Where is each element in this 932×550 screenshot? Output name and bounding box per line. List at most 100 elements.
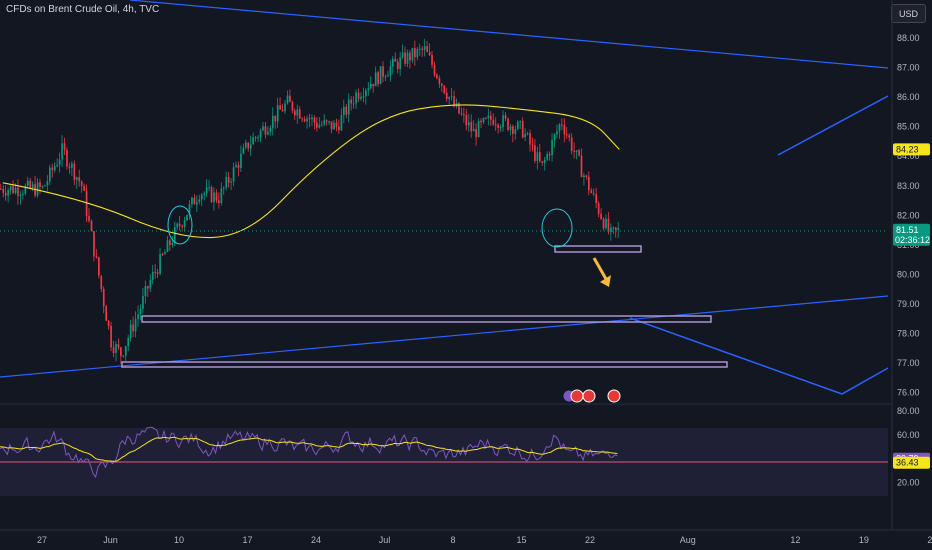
candle-body [183, 220, 186, 228]
candle-body [568, 135, 571, 138]
candle-body [159, 253, 161, 274]
candle-body [617, 228, 620, 230]
price-tick-label: 86.00 [897, 92, 920, 102]
candle-body [333, 122, 335, 130]
candle-body [208, 187, 210, 189]
candle-body [166, 240, 169, 253]
candle-body [298, 109, 301, 119]
price-tick-label: 87.00 [897, 63, 920, 73]
time-tick-label: 19 [859, 535, 869, 545]
candle-body [127, 337, 130, 347]
candle-body [178, 223, 181, 226]
candle-body [352, 103, 355, 105]
candle-body [330, 121, 333, 130]
candle-body [276, 105, 279, 122]
candle-body [387, 75, 389, 77]
zone-near-price[interactable] [554, 245, 642, 253]
candle-body [198, 199, 201, 202]
candle-body [90, 220, 93, 232]
candle-body [203, 193, 206, 195]
candle-body [29, 180, 32, 188]
candle-body [399, 57, 402, 70]
rsi-tick-label: 80.00 [897, 406, 920, 416]
candle-body [436, 74, 438, 78]
candle-body [213, 192, 215, 203]
candle-body [73, 163, 76, 180]
candle-body [416, 48, 419, 58]
candle-body [482, 118, 485, 123]
candle-body [249, 144, 252, 149]
candle-body [492, 119, 495, 125]
event-icons[interactable] [562, 389, 621, 403]
time-tick-label: 17 [242, 535, 252, 545]
candle-body [58, 159, 61, 165]
candle-body [271, 115, 274, 128]
candle-body [154, 271, 157, 273]
candle-body [546, 154, 549, 160]
candle-body [100, 275, 103, 289]
candle-body [66, 150, 68, 167]
candle-body [117, 344, 120, 348]
candle-body [41, 186, 44, 188]
projection-down-line[interactable] [629, 317, 889, 395]
candle-body [369, 83, 372, 89]
candle-body [497, 124, 500, 128]
candle-body [12, 186, 14, 194]
zone-middle[interactable] [141, 315, 712, 323]
candle-body [164, 252, 166, 255]
top-trendline[interactable] [129, 0, 889, 69]
candle-body [7, 190, 10, 196]
projection-up-line[interactable] [777, 95, 889, 156]
chart-title: CFDs on Brent Crude Oil, 4h, TVC [6, 4, 160, 15]
candle-body [46, 181, 49, 186]
bottom-trendline[interactable] [0, 295, 889, 378]
down-arrow[interactable] [592, 257, 611, 287]
candle-body [384, 76, 387, 78]
candle-body [607, 218, 610, 233]
candle-body [343, 106, 345, 116]
candle-body [112, 347, 115, 354]
candle-body [227, 176, 230, 183]
candle-body [499, 127, 502, 129]
highlight-circle-left[interactable] [167, 205, 193, 245]
time-axis[interactable]: 27 Jun 10 17 24 Jul 8 15 22 Aug 12 19 26 [37, 535, 932, 545]
candle-body [504, 115, 507, 119]
candle-body [107, 320, 110, 326]
zone-bottom[interactable] [121, 361, 728, 368]
highlight-circle-right[interactable] [541, 208, 573, 248]
candle-body [404, 52, 406, 64]
candle-body [516, 121, 519, 130]
candle-body [2, 188, 5, 193]
candle-body [254, 137, 257, 139]
time-tick-label: Aug [680, 535, 696, 545]
candle-body [556, 131, 558, 135]
candle-body [51, 167, 54, 171]
candle-body [502, 115, 504, 128]
candle-body [151, 271, 154, 280]
candle-body [374, 72, 377, 87]
candle-body [595, 193, 598, 204]
candle-body [561, 124, 563, 126]
time-tick-label: 15 [516, 535, 526, 545]
candle-body [421, 48, 424, 50]
candle-body [406, 52, 409, 64]
candle-body [438, 77, 441, 84]
candle-body [592, 192, 595, 194]
time-tick-label: 8 [450, 535, 455, 545]
candle-body [14, 187, 17, 194]
candle-body [477, 120, 480, 138]
price-tick-label: 78.00 [897, 329, 920, 339]
candle-body [338, 126, 340, 131]
candle-body [235, 164, 237, 168]
candle-body [443, 85, 446, 94]
candle-body [286, 95, 289, 104]
candle-body [519, 121, 522, 123]
candle-body [129, 324, 132, 338]
candle-body [63, 143, 66, 151]
candle-body [281, 109, 284, 112]
price-axis[interactable]: 88.0087.0086.0085.0084.0083.0082.0081.00… [897, 33, 920, 398]
candle-body [602, 218, 605, 229]
